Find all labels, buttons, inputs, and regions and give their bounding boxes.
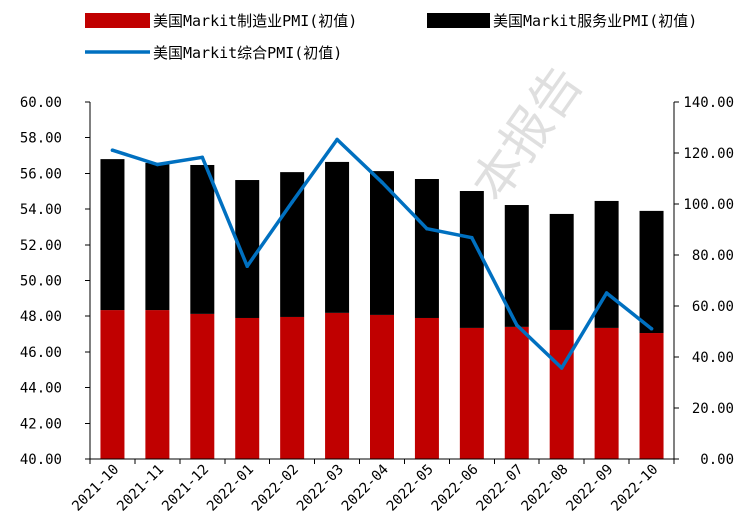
bar-manufacturing-2022-05 <box>414 317 439 459</box>
bar-services-2022-10 <box>639 210 664 334</box>
x-axis-label-2022-04: 2022-04 <box>339 462 392 515</box>
x-axis-label-2022-01: 2022-01 <box>204 462 257 515</box>
bar-manufacturing-2022-02 <box>280 316 305 459</box>
left-axis-tick-label: 44.00 <box>20 381 62 397</box>
bar-manufacturing-2022-08 <box>549 329 574 459</box>
x-axis-label-2022-07: 2022-07 <box>474 462 527 515</box>
left-axis-tick-label: 42.00 <box>20 416 62 432</box>
bar-services-2022-08 <box>549 213 574 330</box>
x-axis-label-2022-05: 2022-05 <box>384 462 437 515</box>
right-axis-tick-label: 0.00 <box>700 452 734 468</box>
bar-manufacturing-2022-10 <box>639 333 664 459</box>
x-axis-label-2021-12: 2021-12 <box>159 462 212 515</box>
legend: 美国Markit制造业PMI(初值) 美国Markit服务业PMI(初值) 美国… <box>85 12 697 62</box>
bar-services-2021-12 <box>190 164 215 314</box>
composite-point-2022-03 <box>335 137 339 142</box>
x-axis-label-2021-10: 2021-10 <box>69 462 122 515</box>
composite-point-2021-10 <box>110 148 115 152</box>
right-axis-tick-label: 60.00 <box>692 299 734 315</box>
left-axis-tick-label: 52.00 <box>20 238 62 254</box>
bar-services-2022-04 <box>370 171 394 315</box>
bar-services-2021-11 <box>145 162 170 311</box>
bar-services-2022-03 <box>325 161 350 313</box>
bar-services-2022-05 <box>414 179 439 318</box>
right-axis-tick-label: 120.00 <box>683 146 734 162</box>
legend-swatch-services <box>427 13 490 28</box>
composite-point-2022-10 <box>649 326 654 331</box>
bar-manufacturing-2022-01 <box>235 317 260 459</box>
left-axis-tick-label: 58.00 <box>20 131 62 147</box>
bar-manufacturing-2021-10 <box>100 310 125 459</box>
x-axis-label-2021-11: 2021-11 <box>114 462 167 515</box>
bar-manufacturing-2022-04 <box>370 314 394 459</box>
legend-swatch-manufacturing <box>85 13 150 28</box>
composite-point-2022-09 <box>604 291 609 295</box>
bar-manufacturing-2022-07 <box>504 326 529 459</box>
composite-point-2022-05 <box>425 226 429 231</box>
composite-point-2021-11 <box>155 162 160 167</box>
bar-manufacturing-2021-11 <box>145 310 170 459</box>
left-axis-tick-label: 40.00 <box>20 452 62 468</box>
left-axis-tick-label: 56.00 <box>20 166 62 182</box>
x-axis-label-2022-06: 2022-06 <box>429 462 482 515</box>
watermark: 本报告 <box>460 56 594 212</box>
bar-services-2022-02 <box>280 172 305 317</box>
bar-manufacturing-2022-03 <box>325 312 350 459</box>
left-axis-tick-label: 54.00 <box>20 202 62 218</box>
composite-point-2022-06 <box>470 235 474 240</box>
bar-manufacturing-2022-09 <box>594 327 619 459</box>
right-axis-tick-label: 140.00 <box>683 95 734 111</box>
bar-services-2021-10 <box>100 159 125 311</box>
composite-point-2021-12 <box>200 155 205 160</box>
left-axis-tick-label: 60.00 <box>20 95 62 111</box>
composite-point-2022-08 <box>559 366 564 370</box>
left-axis-tick-label: 46.00 <box>20 345 62 361</box>
x-axis-label-2022-08: 2022-08 <box>518 462 571 515</box>
composite-point-2022-04 <box>380 180 384 185</box>
right-axis-tick-label: 80.00 <box>692 248 734 264</box>
composite-point-2022-02 <box>290 200 294 204</box>
bar-manufacturing-2021-12 <box>190 313 215 459</box>
left-axis-tick-label: 48.00 <box>20 309 62 325</box>
legend-label-manufacturing: 美国Markit制造业PMI(初值) <box>153 12 357 30</box>
right-axis-tick-label: 40.00 <box>692 350 734 366</box>
legend-label-services: 美国Markit服务业PMI(初值) <box>493 12 697 30</box>
bar-services-2022-06 <box>459 190 484 328</box>
composite-point-2022-07 <box>515 323 519 327</box>
x-axis-label-2022-10: 2022-10 <box>608 462 661 515</box>
x-axis-label-2022-02: 2022-02 <box>249 462 302 515</box>
bar-layer <box>100 159 664 459</box>
left-axis-tick-label: 50.00 <box>20 274 62 290</box>
composite-point-2022-01 <box>245 264 249 268</box>
right-axis-tick-label: 20.00 <box>692 401 734 417</box>
x-axis-label-2022-03: 2022-03 <box>294 462 347 515</box>
legend-label-composite: 美国Markit综合PMI(初值) <box>153 44 342 62</box>
composite-line-layer <box>110 137 654 370</box>
bar-manufacturing-2022-06 <box>459 327 484 459</box>
x-axis-label-2022-09: 2022-09 <box>563 462 616 515</box>
right-axis-tick-label: 100.00 <box>683 197 734 213</box>
